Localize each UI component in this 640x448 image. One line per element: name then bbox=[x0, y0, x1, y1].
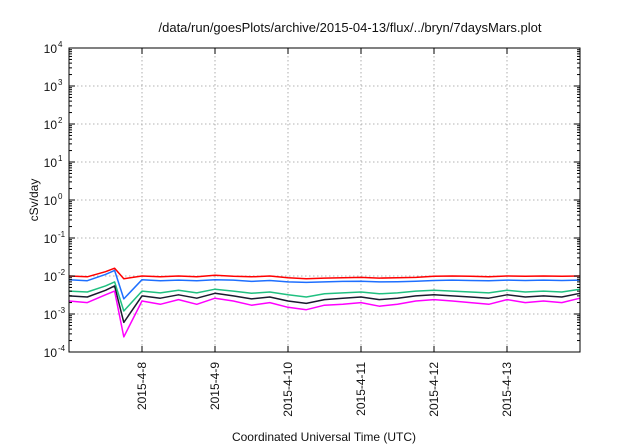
y-tick-label: 10 -2 bbox=[44, 268, 66, 284]
y-tick-base: 10 bbox=[44, 194, 58, 208]
y-tick-label: 10 1 bbox=[44, 154, 63, 170]
series-line-1 bbox=[68, 267, 581, 280]
chart-title: /data/run/goesPlots/archive/2015-04-13/f… bbox=[159, 20, 542, 35]
x-axis-label: Coordinated Universal Time (UTC) bbox=[232, 430, 416, 444]
y-tick-exponent: 1 bbox=[58, 154, 63, 163]
y-tick-label: 10 -4 bbox=[44, 344, 66, 360]
y-tick-label: 10 -3 bbox=[44, 306, 66, 322]
axis-ticks bbox=[69, 47, 580, 353]
y-tick-base: 10 bbox=[44, 346, 58, 360]
x-tick-label: 2015-4-9 bbox=[208, 362, 222, 410]
grid bbox=[69, 48, 580, 352]
y-tick-exponent: 4 bbox=[58, 40, 63, 49]
series-line-4 bbox=[68, 285, 581, 324]
series-line-5 bbox=[68, 290, 581, 338]
y-tick-exponent: 0 bbox=[58, 192, 63, 201]
y-tick-label: 10 2 bbox=[44, 116, 63, 132]
y-tick-base: 10 bbox=[44, 308, 58, 322]
x-tick-label: 2015-4-8 bbox=[135, 362, 149, 410]
series-line-2 bbox=[68, 269, 581, 300]
y-axis-label: cSv/day bbox=[27, 179, 41, 222]
x-tick-label: 2015-4-10 bbox=[281, 362, 295, 417]
y-tick-exponent: 3 bbox=[58, 78, 63, 87]
y-tick-label: 10 4 bbox=[44, 40, 63, 56]
y-tick-label: 10 3 bbox=[44, 78, 63, 94]
y-tick-base: 10 bbox=[44, 118, 58, 132]
y-tick-label: 10 0 bbox=[44, 192, 63, 208]
y-tick-base: 10 bbox=[44, 232, 58, 246]
y-tick-exponent: 2 bbox=[58, 116, 63, 125]
y-tick-base: 10 bbox=[44, 42, 58, 56]
x-tick-label: 2015-4-12 bbox=[427, 362, 441, 417]
y-tick-exponent: -3 bbox=[58, 306, 66, 315]
y-tick-base: 10 bbox=[44, 80, 58, 94]
y-tick-exponent: -4 bbox=[58, 344, 66, 353]
y-tick-exponent: -2 bbox=[58, 268, 66, 277]
series-line-3 bbox=[68, 281, 581, 312]
y-tick-label: 10 -1 bbox=[44, 230, 66, 246]
y-tick-exponent: -1 bbox=[58, 230, 66, 239]
y-tick-base: 10 bbox=[44, 156, 58, 170]
x-tick-label: 2015-4-11 bbox=[354, 362, 368, 416]
series-layer bbox=[68, 267, 581, 338]
y-tick-base: 10 bbox=[44, 270, 58, 284]
x-tick-label: 2015-4-13 bbox=[500, 362, 514, 417]
